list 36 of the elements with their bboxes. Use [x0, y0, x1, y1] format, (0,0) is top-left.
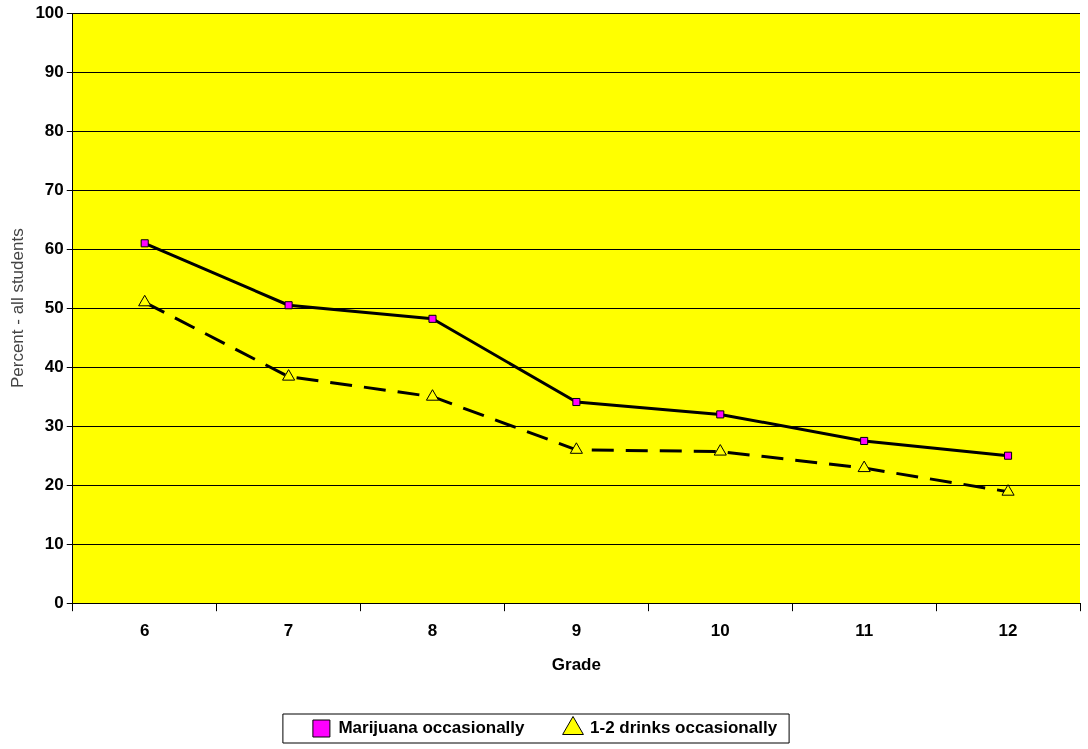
point: [713, 444, 727, 456]
x-tick-label: 10: [710, 621, 730, 641]
y-tick-label: 90: [44, 61, 64, 81]
point: [572, 397, 581, 407]
y-tick-label: 50: [44, 297, 64, 317]
y-tick-label: 70: [44, 179, 64, 199]
x-tick-label: 9: [571, 621, 582, 641]
point: [716, 410, 725, 419]
point: [1001, 484, 1015, 496]
legend-label: 1-2 drinks occasionally: [590, 718, 778, 738]
point: [860, 436, 869, 445]
point: [138, 294, 152, 307]
x-axis-title: Grade: [551, 655, 601, 675]
point: [1004, 451, 1013, 460]
point: [140, 239, 149, 248]
y-axis-title: Percent - all students: [7, 228, 27, 389]
x-tick-label: 11: [855, 621, 874, 641]
point: [284, 301, 293, 310]
point: [282, 369, 296, 381]
y-tick-label: 20: [44, 474, 64, 494]
x-tick-label: 6: [139, 621, 150, 641]
point: [428, 314, 437, 323]
y-tick-label: 40: [44, 356, 64, 376]
y-tick-label: 100: [35, 2, 64, 22]
legend-label: Marijuana occasionally: [338, 718, 526, 738]
y-tick-label: 60: [44, 238, 64, 258]
x-tick-label: 12: [998, 621, 1018, 641]
point: [425, 389, 440, 401]
x-tick-label: 7: [283, 621, 294, 641]
x-tick-label: 8: [427, 621, 438, 641]
y-tick-label: 30: [44, 415, 64, 435]
y-tick-label: 0: [54, 592, 64, 612]
y-tick-label: 10: [44, 533, 64, 553]
point: [857, 460, 871, 473]
point: [569, 442, 583, 454]
y-tick-label: 80: [44, 120, 64, 140]
